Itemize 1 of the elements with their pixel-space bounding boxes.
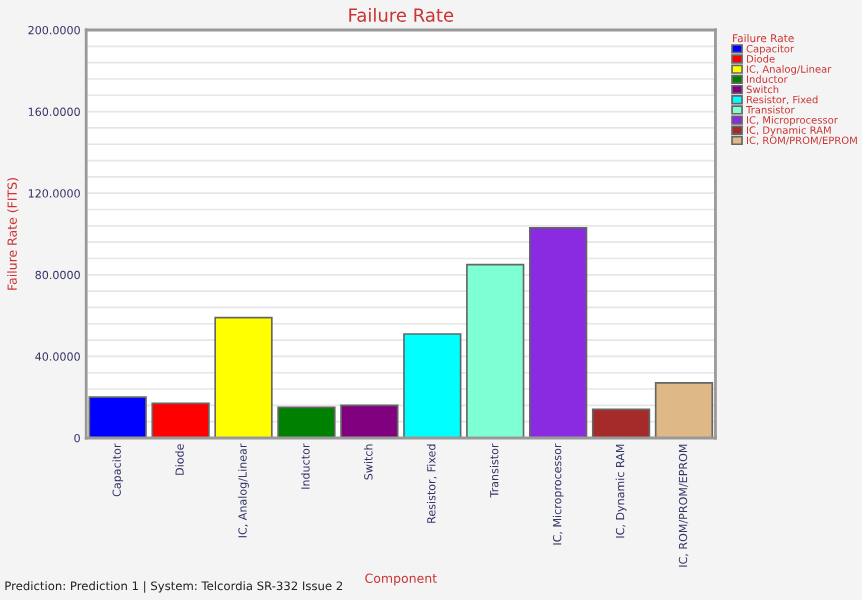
chart-title: Failure Rate — [349, 7, 454, 22]
